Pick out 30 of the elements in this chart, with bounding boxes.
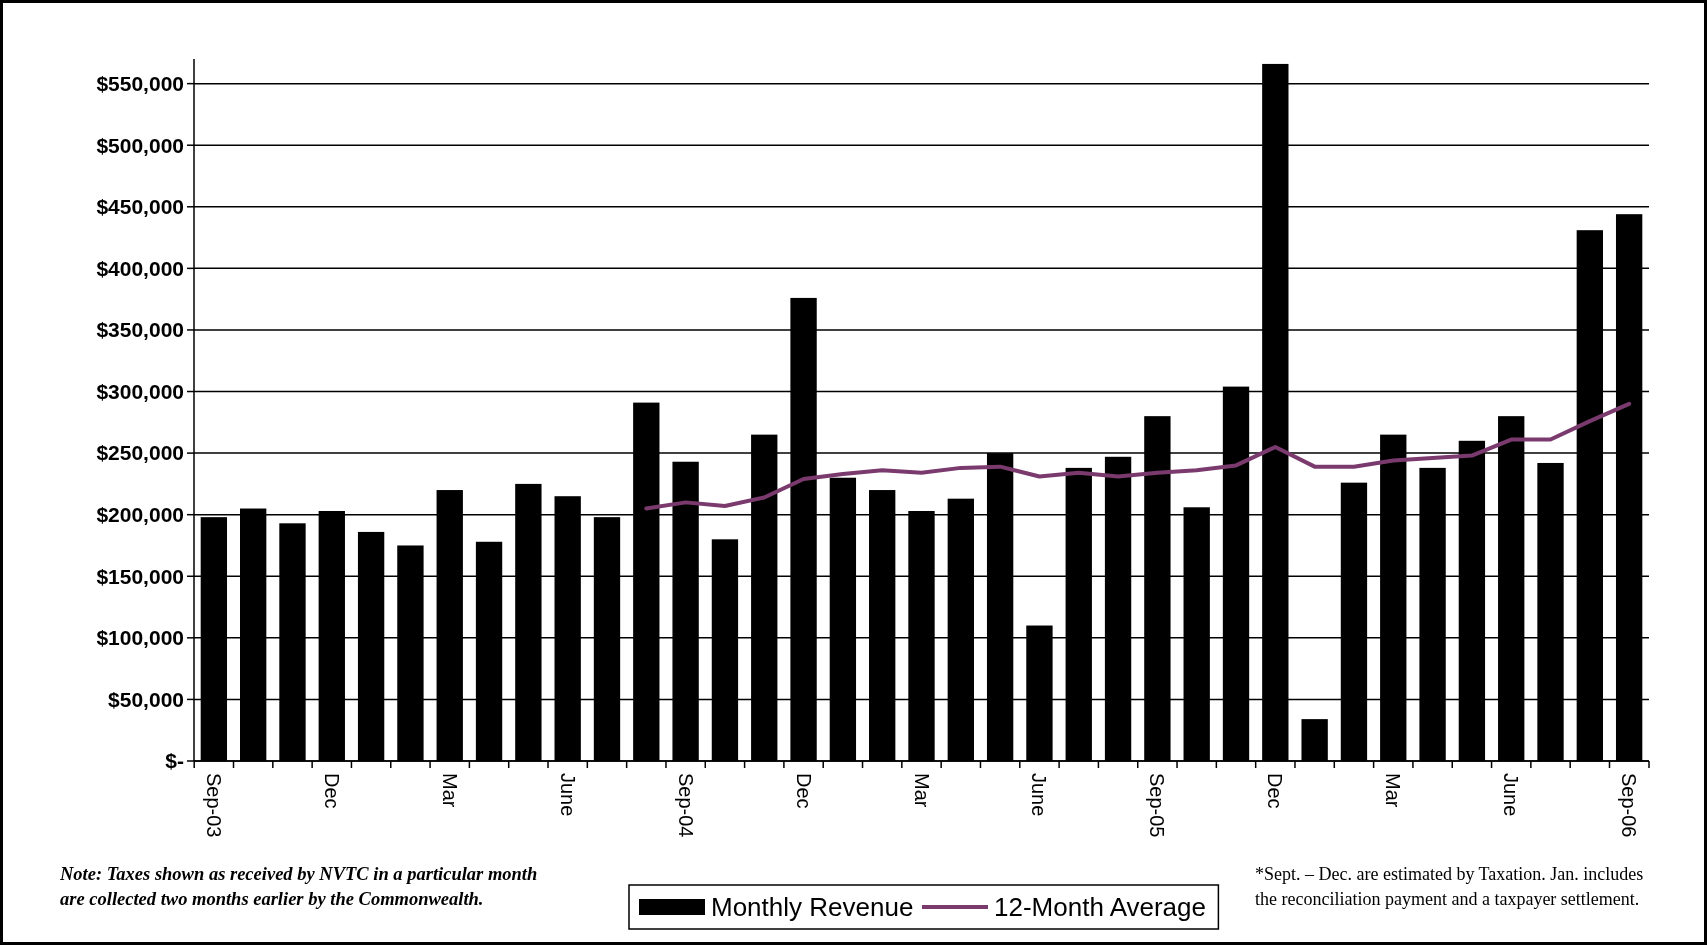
y-tick-label: $300,000 <box>96 379 184 403</box>
y-tick-label: $350,000 <box>96 318 184 342</box>
x-tick-label: Sep-04 <box>674 773 697 838</box>
x-tick-label: Mar <box>910 773 933 808</box>
y-tick-label: $500,000 <box>96 133 184 157</box>
y-tick-label: $- <box>165 749 184 773</box>
line-series <box>644 401 1632 511</box>
x-tick-label: June <box>1500 773 1523 817</box>
text: Note: Taxes shown as received by NVTC in a particular month are collected two months earlier by the Commonwealth. <box>60 863 539 911</box>
x-tick-label: June <box>1028 773 1051 817</box>
x-tick-label: Sep-03 <box>202 773 225 838</box>
x-tick-label: Sep-06 <box>1618 773 1641 838</box>
y-tick-label: $100,000 <box>96 626 184 650</box>
legend-label: 12-Month Average <box>994 892 1206 923</box>
y-tick-label: $550,000 <box>96 71 184 95</box>
text: *Sept. – Dec. are estimated by Taxation. Jan. includes the reconciliation payment and a taxpayer settlement. <box>1255 863 1645 911</box>
x-tick-label: Dec <box>1264 773 1287 809</box>
y-tick-label: $200,000 <box>96 503 184 527</box>
x-tick-label: Dec <box>320 773 343 809</box>
x-tick-label: Mar <box>1382 773 1405 808</box>
x-tick-label: Dec <box>792 773 815 809</box>
x-tick-label: Mar <box>438 773 461 808</box>
x-tick-label: June <box>556 773 579 817</box>
y-tick-label: $250,000 <box>96 441 184 465</box>
y-tick-label: $150,000 <box>96 564 184 588</box>
y-tick-label: $450,000 <box>96 195 184 219</box>
y-tick-label: $50,000 <box>108 687 184 711</box>
x-tick-label: Sep-05 <box>1146 773 1169 838</box>
legend-label: Monthly Revenue <box>711 892 914 923</box>
y-tick-label: $400,000 <box>96 256 184 280</box>
